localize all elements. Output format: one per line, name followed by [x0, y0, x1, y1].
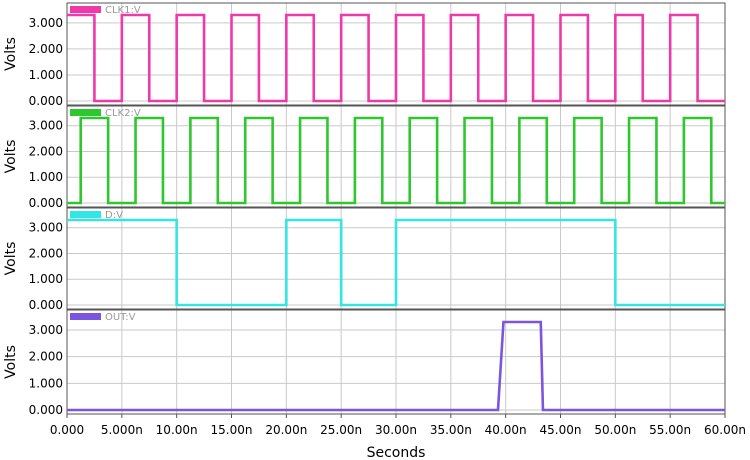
- plot-frame: [66, 105, 726, 208]
- plot-frame: [66, 2, 726, 106]
- y-axis-label: Volts: [3, 140, 19, 174]
- x-tick-label: 45.00n: [540, 423, 582, 437]
- x-axis-label: Seconds: [367, 445, 426, 460]
- x-tick-label: 0.000: [50, 423, 84, 437]
- x-tick-label: 60.00n: [704, 423, 746, 437]
- panel-3: 0.000 1.000 2.000 3.000 Volts D:V: [3, 207, 726, 312]
- panel-1: 0.000 1.000 2.000 3.000 Volts CLK1:V: [3, 2, 726, 108]
- series-line: [67, 116, 725, 205]
- x-tick-label: 10.00n: [156, 423, 198, 437]
- y-tick-label: 1.000: [29, 68, 63, 82]
- y-tick-label: 0.000: [29, 94, 63, 108]
- x-tick-label: 30.00n: [375, 423, 417, 437]
- y-tick-label: 1.000: [29, 170, 63, 184]
- y-tick-label: 2.000: [29, 42, 63, 56]
- y-tick-label: 1.000: [29, 376, 63, 390]
- y-tick-label: 0.000: [29, 298, 63, 312]
- legend-swatch: [70, 211, 101, 218]
- y-tick-label: 2.000: [29, 144, 63, 158]
- legend-label: CLK2:V: [105, 108, 141, 119]
- y-tick-label: 0.000: [29, 196, 63, 210]
- y-tick-label: 3.000: [29, 16, 63, 30]
- x-tick-label: 15.00n: [211, 423, 253, 437]
- series-line: [67, 13, 725, 103]
- y-tick-label: 2.000: [29, 246, 63, 260]
- legend-swatch: [70, 313, 101, 320]
- legend-swatch: [70, 109, 101, 116]
- y-tick-label: 2.000: [29, 350, 63, 364]
- x-tick-label: 40.00n: [485, 423, 527, 437]
- plot-frame: [66, 207, 726, 310]
- x-tick-label: 55.00n: [649, 423, 691, 437]
- y-axis-label: Volts: [3, 345, 19, 379]
- y-tick-label: 3.000: [29, 221, 63, 235]
- y-tick-label: 1.000: [29, 272, 63, 286]
- x-tick-label: 20.00n: [265, 423, 307, 437]
- x-tick-label: 50.00n: [594, 423, 636, 437]
- y-tick-label: 3.000: [29, 119, 63, 133]
- x-tick-label: 5.000n: [101, 423, 143, 437]
- x-tick-label: 35.00n: [430, 423, 472, 437]
- series-line: [67, 218, 725, 307]
- y-tick-label: 0.000: [29, 403, 63, 417]
- legend-label: OUT:V: [105, 312, 136, 323]
- legend-label: CLK1:V: [105, 5, 141, 16]
- series-line: [67, 320, 725, 412]
- x-tick-label: 25.00n: [320, 423, 362, 437]
- panel-4: 0.000 1.000 2.000 3.000 Volts OUT:V: [3, 309, 726, 417]
- legend-swatch: [70, 6, 101, 13]
- legend-label: D:V: [105, 210, 123, 221]
- panel-2: 0.000 1.000 2.000 3.000 Volts CLK2:V: [3, 105, 726, 210]
- y-axis-label: Volts: [3, 242, 19, 276]
- y-axis-label: Volts: [3, 37, 19, 71]
- x-axis: 0.000 5.000n 10.00n 15.00n 20.00n 25.00n 30.00…: [50, 414, 746, 460]
- y-tick-label: 3.000: [29, 323, 63, 337]
